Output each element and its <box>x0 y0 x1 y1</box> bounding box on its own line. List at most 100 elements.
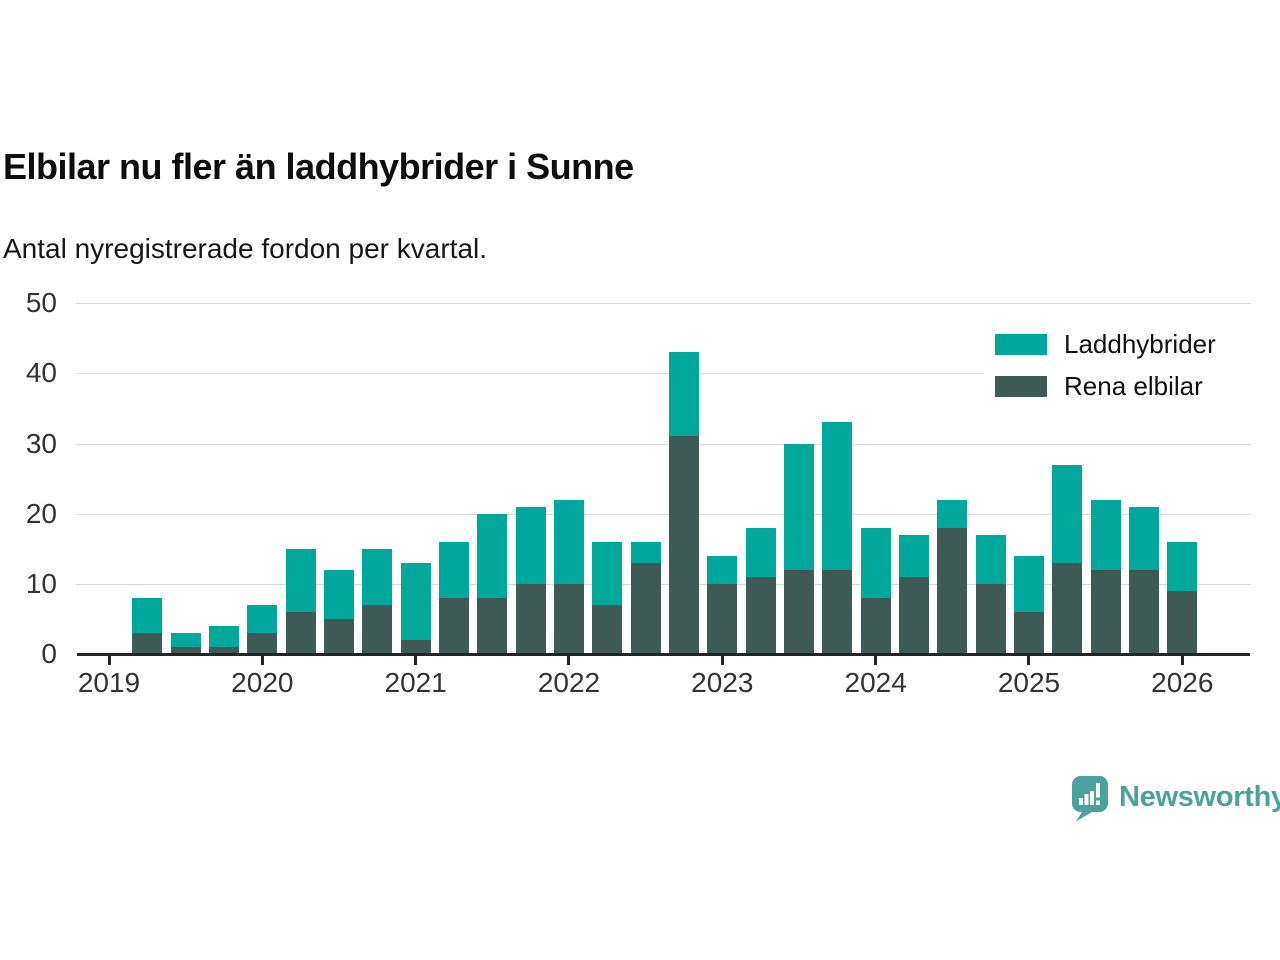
legend-item-rena-elbilar: Rena elbilar <box>995 371 1266 402</box>
bar-segment-laddhybrider <box>208 625 239 647</box>
brand-name: Newsworthy <box>1119 781 1280 813</box>
x-axis-label-2023: 2023 <box>691 667 754 698</box>
bar-2022-q1 <box>553 499 584 654</box>
bar-segment-laddhybrider <box>323 569 354 619</box>
bar-segment-laddhybrider <box>975 534 1006 584</box>
bar-2025-q3 <box>1090 499 1121 654</box>
bar-segment-laddhybrider <box>438 541 469 598</box>
bar-segment-rena-elbilar <box>1013 611 1044 654</box>
bar-2025-q4 <box>1128 506 1159 654</box>
gridline-50 <box>76 303 1251 305</box>
bar-segment-laddhybrider <box>592 541 623 605</box>
x-tick-2020 <box>260 654 264 665</box>
x-axis-label-2020: 2020 <box>231 667 294 698</box>
legend-item-laddhybrider: Laddhybrider <box>995 329 1266 360</box>
y-axis-label-20: 20 <box>25 497 57 529</box>
bar-segment-rena-elbilar <box>400 639 431 654</box>
bar-segment-rena-elbilar <box>592 604 623 654</box>
bar-segment-rena-elbilar <box>745 576 776 654</box>
bar-segment-laddhybrider <box>515 506 546 584</box>
bar-segment-laddhybrider <box>1128 506 1159 570</box>
bar-2021-q2 <box>438 541 469 654</box>
bar-2019-q4 <box>208 625 239 654</box>
bar-segment-rena-elbilar <box>898 576 929 654</box>
x-axis-label-2021: 2021 <box>384 667 447 698</box>
bar-segment-rena-elbilar <box>362 604 393 654</box>
bar-2024-q2 <box>898 534 929 654</box>
bar-segment-rena-elbilar <box>1167 590 1198 654</box>
bar-segment-laddhybrider <box>630 541 661 563</box>
bar-segment-rena-elbilar <box>783 569 814 654</box>
x-tick-2019 <box>107 654 111 665</box>
bar-2020-q2 <box>285 548 316 654</box>
bar-segment-laddhybrider <box>553 499 584 584</box>
x-tick-2026 <box>1180 654 1184 665</box>
bar-2021-q4 <box>515 506 546 654</box>
bar-segment-rena-elbilar <box>1052 562 1083 654</box>
bar-segment-laddhybrider <box>783 443 814 570</box>
bar-segment-laddhybrider <box>247 604 278 633</box>
bar-segment-rena-elbilar <box>937 527 968 654</box>
bar-segment-rena-elbilar <box>630 562 661 654</box>
gridline-30 <box>76 443 1251 445</box>
y-axis-label-50: 50 <box>25 287 57 319</box>
legend-label-rena-elbilar: Rena elbilar <box>1064 371 1203 401</box>
x-axis-label-2024: 2024 <box>844 667 907 698</box>
newsworthy-logo[interactable]: Newsworthy <box>1072 776 1280 822</box>
bar-segment-rena-elbilar <box>438 597 469 654</box>
x-axis-label-2026: 2026 <box>1151 667 1214 698</box>
y-axis-label-0: 0 <box>41 638 57 669</box>
bar-segment-rena-elbilar <box>553 583 584 654</box>
x-axis-label-2022: 2022 <box>537 667 601 698</box>
bar-2026-q1 <box>1167 541 1198 654</box>
bar-segment-rena-elbilar <box>477 597 508 654</box>
bar-segment-laddhybrider <box>745 527 776 577</box>
bar-2024-q4 <box>975 534 1006 654</box>
bar-segment-laddhybrider <box>1167 541 1198 591</box>
chart-title: Elbilar nu fler än laddhybrider i Sunne <box>3 146 634 187</box>
bar-segment-laddhybrider <box>477 513 508 598</box>
bar-segment-rena-elbilar <box>323 618 354 654</box>
bar-2020-q4 <box>362 548 393 654</box>
bar-2024-q3 <box>937 499 968 654</box>
bar-2020-q1 <box>247 604 278 654</box>
bar-2023-q4 <box>822 422 853 654</box>
bar-segment-rena-elbilar <box>822 569 853 654</box>
bar-segment-laddhybrider <box>132 597 163 633</box>
bar-2025-q2 <box>1052 464 1083 654</box>
bar-segment-laddhybrider <box>362 548 393 605</box>
gridline-10 <box>76 583 1251 585</box>
bar-2020-q3 <box>323 569 354 654</box>
bar-segment-laddhybrider <box>860 527 891 598</box>
bar-segment-laddhybrider <box>937 499 968 528</box>
bar-segment-rena-elbilar <box>1090 569 1121 654</box>
bar-segment-rena-elbilar <box>285 611 316 654</box>
x-tick-2022 <box>567 654 571 665</box>
bar-segment-rena-elbilar <box>860 597 891 654</box>
bar-segment-rena-elbilar <box>208 646 239 654</box>
bar-segment-laddhybrider <box>1013 555 1044 612</box>
bar-2022-q2 <box>592 541 623 654</box>
x-tick-2025 <box>1027 654 1031 665</box>
bar-2023-q2 <box>745 527 776 654</box>
bar-segment-laddhybrider <box>898 534 929 577</box>
bar-segment-laddhybrider <box>285 548 316 612</box>
bar-segment-rena-elbilar <box>247 632 278 654</box>
x-axis-label-2025: 2025 <box>997 667 1061 698</box>
x-axis-label-2019: 2019 <box>77 667 141 698</box>
bar-segment-laddhybrider <box>170 632 201 647</box>
bar-2021-q1 <box>400 562 431 654</box>
bar-2023-q3 <box>783 443 814 654</box>
bar-2025-q1 <box>1013 555 1044 654</box>
newsworthy-logo-icon <box>1072 776 1108 822</box>
x-tick-2021 <box>414 654 418 665</box>
x-tick-2023 <box>720 654 724 665</box>
bar-segment-laddhybrider <box>1090 499 1121 570</box>
bar-2023-q1 <box>707 555 738 654</box>
bar-segment-rena-elbilar <box>515 583 546 654</box>
y-axis-label-30: 30 <box>25 427 57 459</box>
gridline-40 <box>76 373 1251 375</box>
bar-segment-laddhybrider <box>707 555 738 584</box>
bar-segment-rena-elbilar <box>975 583 1006 654</box>
